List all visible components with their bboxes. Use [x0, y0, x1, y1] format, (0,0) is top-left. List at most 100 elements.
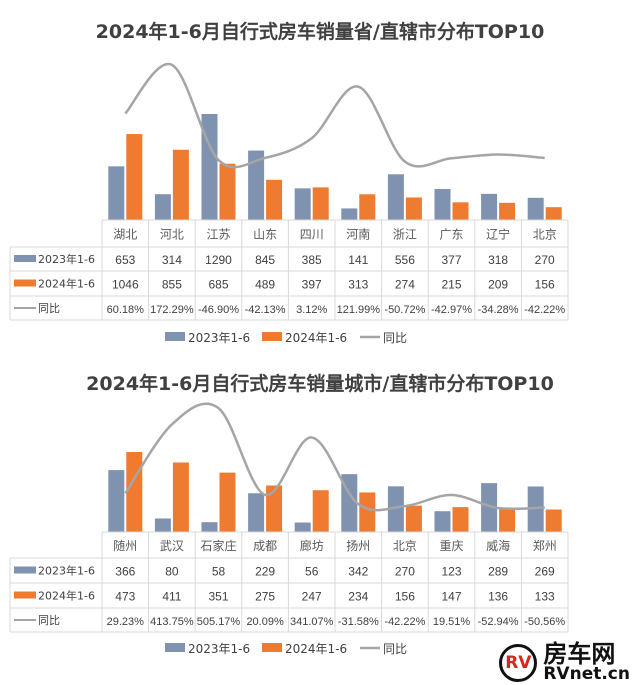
table-cell: 685 [208, 278, 228, 292]
table-cell: 845 [255, 253, 275, 267]
bar-2024 [359, 194, 376, 220]
bar-2024 [172, 149, 189, 220]
table-cell: 318 [488, 253, 508, 267]
legend-key [165, 332, 185, 341]
table-cell: 313 [348, 278, 368, 292]
bar-2024 [312, 490, 329, 532]
category-label: 威海 [486, 538, 510, 553]
category-label: 重庆 [439, 539, 463, 553]
bar-2023 [108, 166, 125, 220]
bar-2024 [266, 485, 283, 532]
bar-2024 [172, 462, 189, 532]
table-cell: 397 [302, 278, 322, 292]
bar-2023 [201, 114, 218, 220]
category-label: 随州 [113, 538, 137, 553]
category-label: 辽宁 [486, 227, 510, 242]
table-cell: 377 [441, 253, 461, 267]
bar-2023 [434, 511, 451, 532]
bar-2024 [452, 202, 469, 220]
bar-2024 [499, 508, 516, 532]
category-label: 石家庄 [200, 538, 236, 553]
table-cell: 136 [488, 590, 508, 604]
series-label: 2023年1-6 [38, 252, 95, 266]
bar-2024 [405, 197, 422, 220]
bar-2023 [154, 194, 171, 220]
bar-2023 [108, 470, 125, 532]
watermark-domain: RVnet.cn [543, 664, 630, 684]
table-cell: 80 [165, 565, 179, 579]
bar-2024 [219, 472, 236, 532]
table-cell: 19.51% [433, 616, 471, 628]
table-cell: -42.97% [431, 304, 472, 316]
table-cell: 56 [305, 565, 319, 579]
chart-title: 2024年1-6月自行式房车销量城市/直辖市分布TOP10 [86, 372, 554, 395]
watermark: RV 房车网 RVnet.cn [499, 642, 630, 683]
bar-2023 [294, 522, 311, 532]
legend-label: 2024年1-6 [285, 642, 347, 656]
yoy-line [124, 402, 545, 512]
table-cell: 341.07% [290, 616, 334, 628]
category-label: 北京 [393, 539, 417, 553]
table-cell: 270 [395, 565, 415, 579]
table-cell: 366 [115, 565, 135, 579]
bar-2024 [219, 163, 236, 220]
table-cell: 270 [535, 253, 555, 267]
bar-2023 [481, 193, 498, 220]
category-label: 四川 [300, 228, 324, 242]
legend-key [165, 643, 185, 652]
legend-label: 同比 [383, 642, 407, 656]
table-cell: 269 [535, 565, 555, 579]
legend-key [262, 332, 282, 341]
bar-2023 [481, 483, 498, 532]
category-label: 武汉 [160, 539, 184, 553]
bar-2024 [499, 202, 516, 220]
category-label: 扬州 [346, 538, 370, 553]
bar-2024 [452, 507, 469, 532]
bar-2024 [405, 505, 422, 532]
table-cell: 413.75% [150, 616, 194, 628]
bar-2023 [248, 150, 265, 220]
bar-2023 [527, 197, 544, 220]
table-cell: 156 [535, 278, 555, 292]
category-label: 江苏 [206, 228, 230, 242]
table-cell: 121.99% [337, 304, 381, 316]
series-key [14, 591, 36, 599]
table-cell: -52.94% [478, 616, 519, 628]
bar-2023 [341, 208, 358, 220]
legend-label: 2024年1-6 [285, 331, 347, 345]
table-cell: 229 [255, 565, 275, 579]
table-cell: 653 [115, 253, 135, 267]
table-cell: 351 [208, 590, 228, 604]
bar-2024 [545, 509, 562, 532]
bar-2023 [527, 486, 544, 532]
bar-2024 [126, 134, 143, 220]
table-cell: 209 [488, 278, 508, 292]
table-cell: 147 [441, 590, 461, 604]
bar-2024 [266, 179, 283, 220]
legend-label: 同比 [383, 331, 407, 345]
legend-key [262, 643, 282, 652]
table-cell: 473 [115, 590, 135, 604]
series-key [14, 566, 36, 574]
bar-2024 [126, 452, 143, 532]
bar-2024 [359, 492, 376, 532]
category-label: 河南 [346, 227, 370, 242]
table-cell: 314 [162, 253, 182, 267]
table-cell: 1290 [205, 253, 232, 267]
series-label: 同比 [38, 614, 60, 627]
series-key [14, 255, 36, 262]
series-label: 同比 [38, 302, 60, 315]
bar-2024 [312, 187, 329, 220]
series-key [14, 279, 36, 287]
table-cell: 274 [395, 278, 415, 292]
category-label: 山东 [253, 228, 277, 242]
table-cell: 133 [535, 590, 555, 604]
table-cell: -42.22% [524, 304, 565, 316]
table-cell: 29.23% [107, 616, 145, 628]
table-cell: 411 [162, 590, 181, 604]
table-cell: 58 [212, 565, 226, 579]
legend-label: 2023年1-6 [188, 642, 250, 656]
category-label: 湖北 [113, 227, 137, 242]
table-cell: -46.90% [198, 304, 239, 316]
